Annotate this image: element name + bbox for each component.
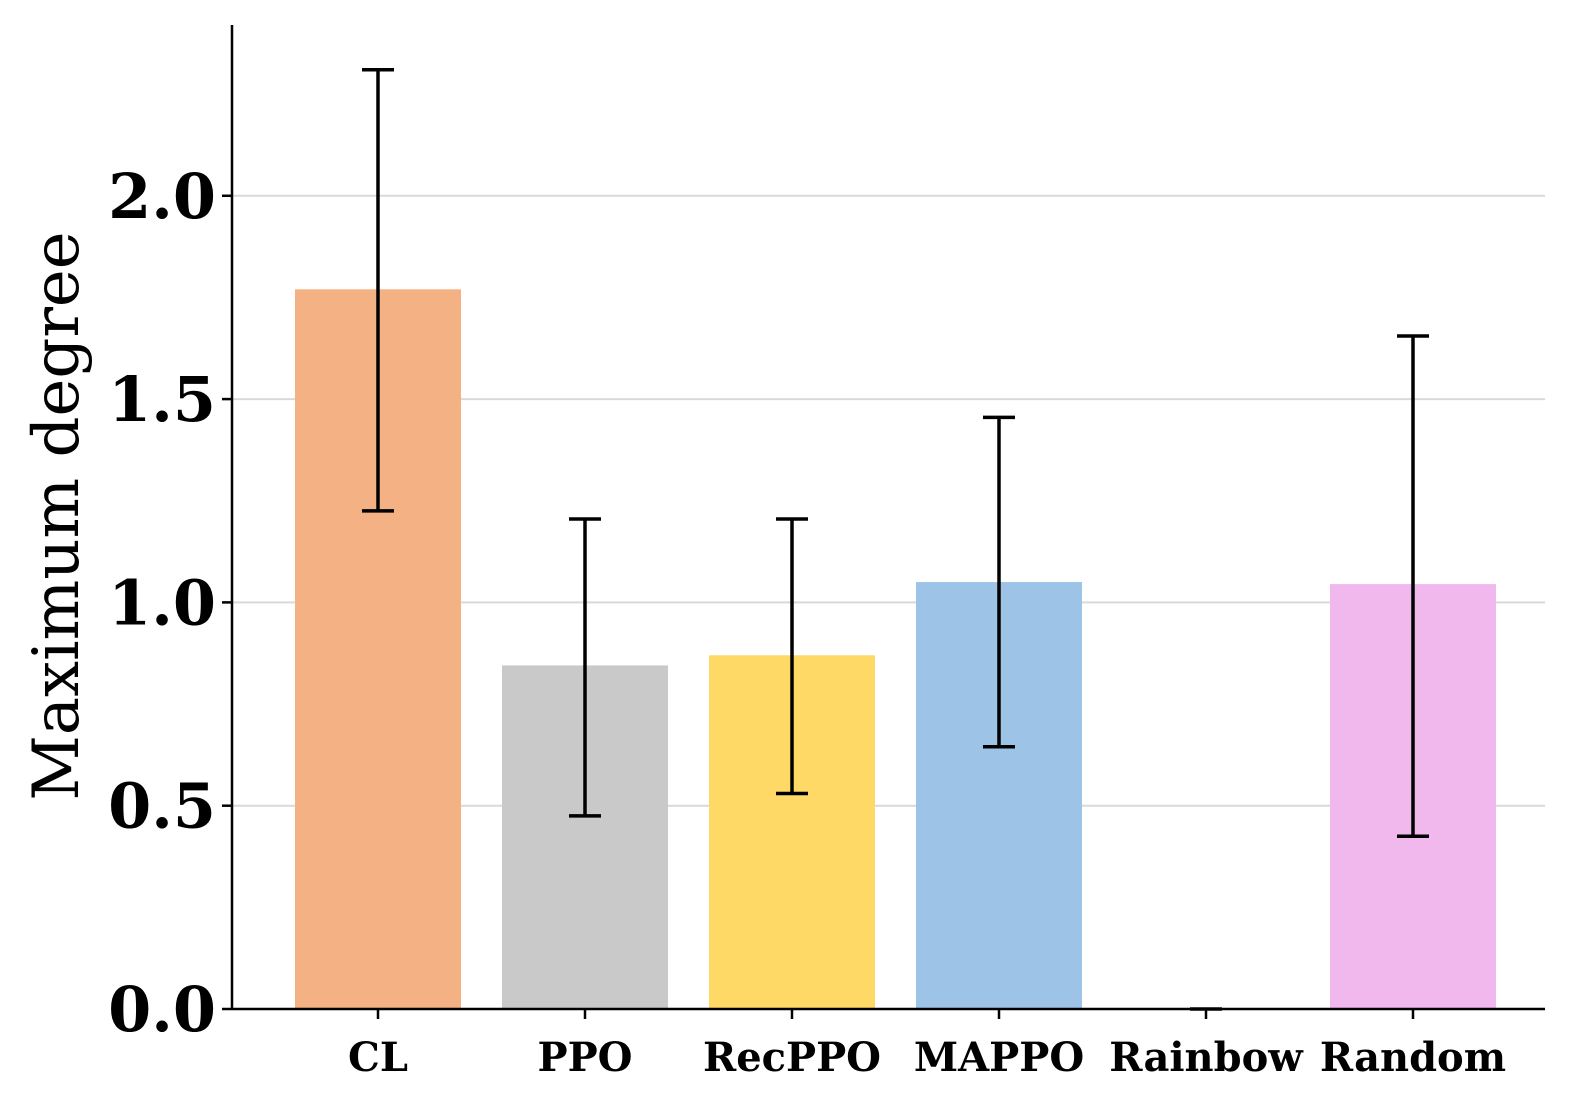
y-tick-label: 2.0 <box>108 160 216 233</box>
x-tick-label-mappo: MAPPO <box>914 1034 1084 1081</box>
x-tick-label-ppo: PPO <box>538 1034 633 1081</box>
bars <box>295 289 1496 1010</box>
y-axis-label: Maximum degree <box>20 231 94 800</box>
y-tick-label: 0.5 <box>108 770 216 843</box>
x-tick-labels: CL PPO RecPPO MAPPO Rainbow Random <box>348 1034 1506 1081</box>
y-tick-label: 1.0 <box>108 566 216 639</box>
error-bars <box>362 67 1429 1011</box>
y-tick-label: 1.5 <box>108 363 216 436</box>
x-tick-label-random: Random <box>1320 1034 1506 1081</box>
x-tick-label-recppo: RecPPO <box>703 1034 881 1081</box>
axes <box>222 25 1545 1019</box>
y-tick-labels: 0.0 0.5 1.0 1.5 2.0 <box>108 160 216 1046</box>
y-tick-label: 0.0 <box>108 973 216 1046</box>
x-tick-label-cl: CL <box>348 1034 408 1081</box>
x-tick-label-rainbow: Rainbow <box>1109 1034 1304 1081</box>
